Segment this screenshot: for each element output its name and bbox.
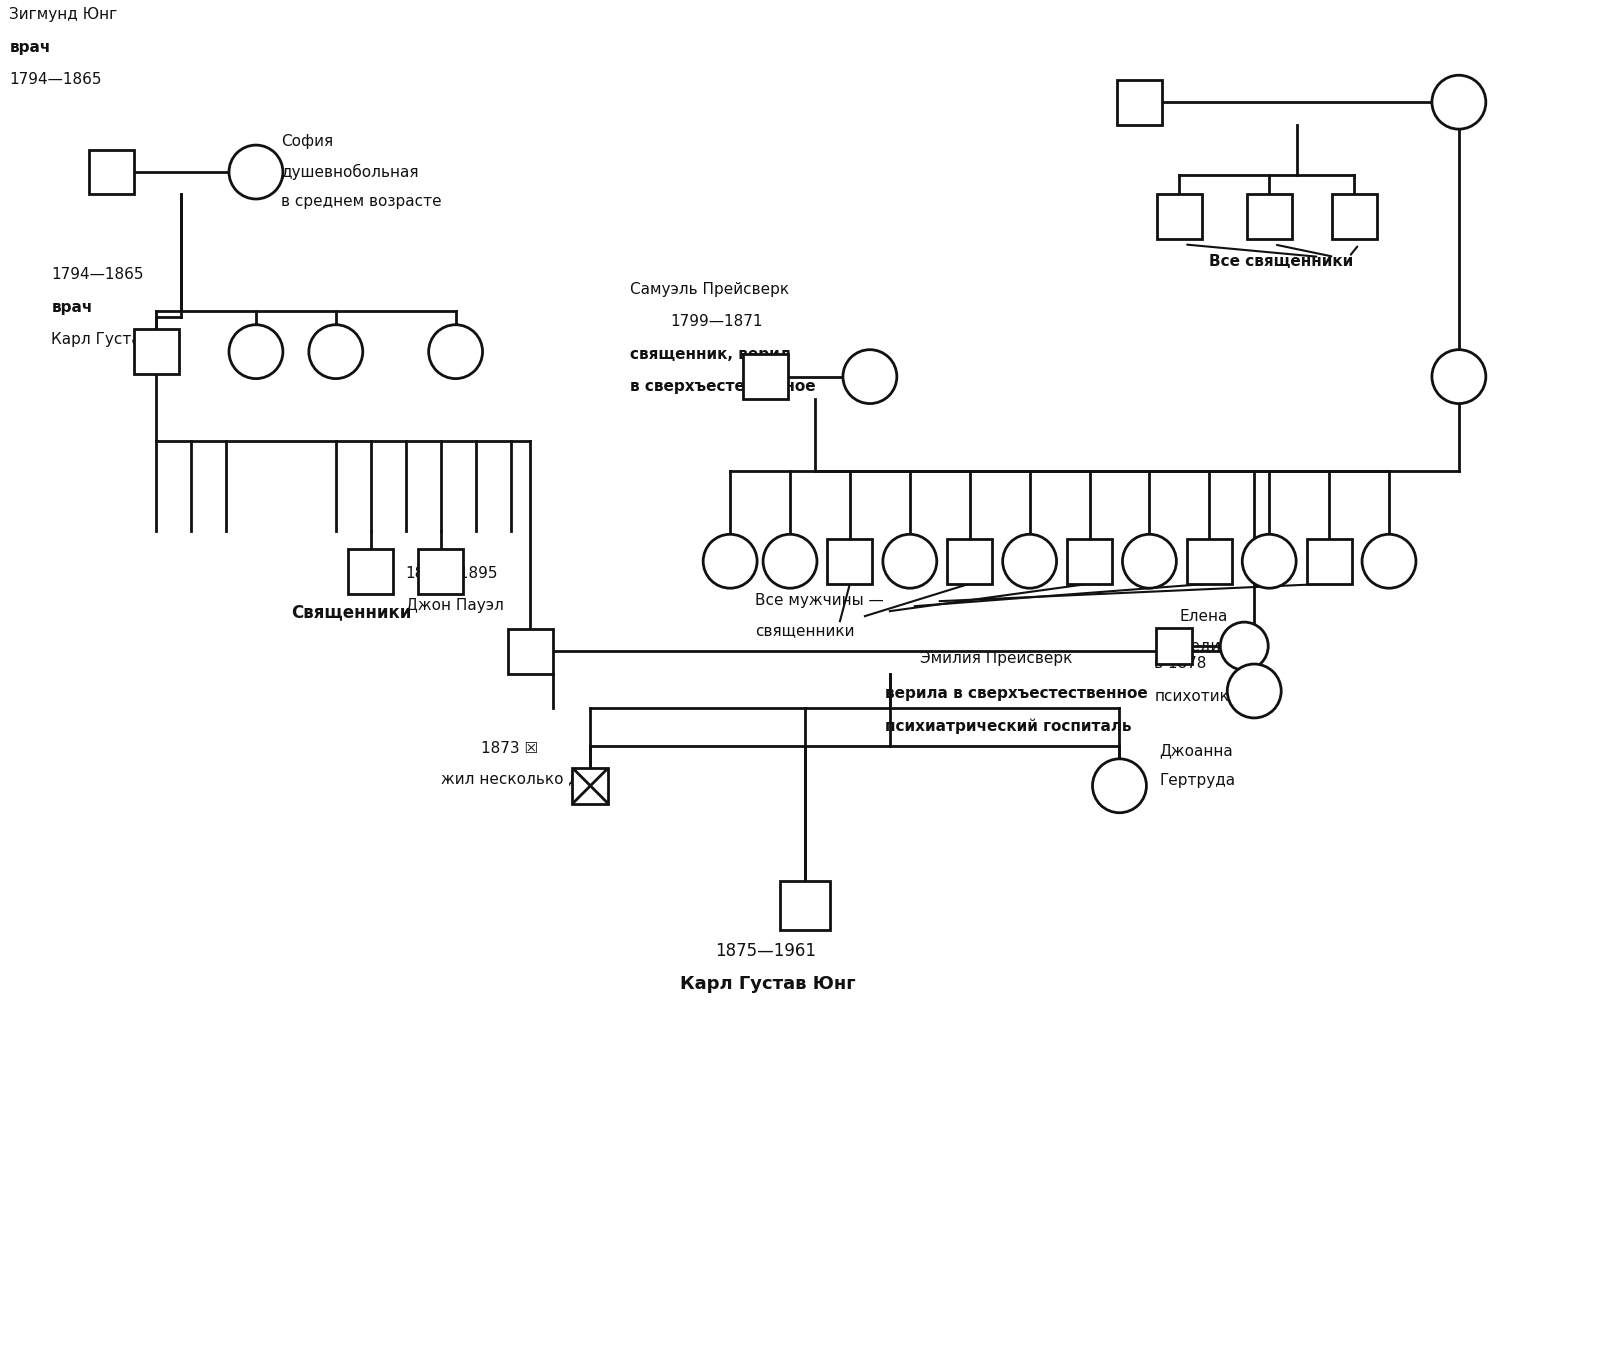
Text: Самуэль Прейсверк: Самуэль Прейсверк: [630, 282, 790, 297]
Text: Джоанна: Джоанна: [1159, 743, 1233, 758]
Text: Эмилия Прейсверк: Эмилия Прейсверк: [920, 651, 1071, 666]
Text: Зигмунд Юнг: Зигмунд Юнг: [10, 7, 118, 22]
Bar: [947, 539, 992, 584]
Bar: [743, 354, 787, 399]
Text: в 1878: в 1878: [1154, 656, 1207, 671]
Text: священники: священники: [755, 623, 855, 638]
Text: 1875—1961: 1875—1961: [716, 942, 816, 961]
Text: врач: врач: [52, 299, 92, 314]
Circle shape: [1362, 535, 1416, 588]
Text: Все священники: Все священники: [1209, 255, 1354, 269]
Circle shape: [1123, 535, 1176, 588]
Bar: [134, 329, 179, 374]
Text: Елена: Елена: [1180, 610, 1228, 625]
Bar: [1157, 629, 1193, 664]
Text: Гертруда: Гертруда: [1159, 773, 1236, 788]
Circle shape: [1220, 622, 1269, 670]
Bar: [572, 768, 608, 804]
Circle shape: [1432, 75, 1485, 129]
Text: в среднем возрасте: в среднем возрасте: [281, 195, 441, 210]
Circle shape: [703, 535, 756, 588]
Text: 1873 ☒: 1873 ☒: [480, 740, 538, 755]
Text: 1794—1865: 1794—1865: [52, 267, 144, 282]
Circle shape: [763, 535, 818, 588]
Text: жил несколько дней: жил несколько дней: [441, 770, 608, 785]
Circle shape: [229, 325, 283, 378]
Circle shape: [428, 325, 483, 378]
Text: София: София: [281, 135, 333, 150]
Circle shape: [844, 350, 897, 404]
Bar: [827, 539, 873, 584]
Text: Карл Густав: Карл Густав: [52, 332, 150, 347]
Bar: [89, 150, 134, 195]
Bar: [1186, 539, 1231, 584]
Text: Все мужчины —: Все мужчины —: [755, 593, 884, 608]
Text: Джон Пауэл: Джон Пауэл: [406, 599, 504, 614]
Text: врач: врач: [10, 41, 50, 56]
Text: 1843—1895: 1843—1895: [406, 566, 498, 581]
Bar: [1067, 539, 1112, 584]
Text: 1794—1865: 1794—1865: [10, 72, 102, 87]
Circle shape: [1227, 664, 1281, 717]
Bar: [1157, 195, 1202, 240]
Text: священник, верил: священник, верил: [630, 347, 792, 362]
Bar: [419, 548, 464, 593]
Text: верила в сверхъестественное: верила в сверхъестественное: [886, 686, 1147, 701]
Circle shape: [229, 146, 283, 199]
Bar: [507, 629, 553, 674]
Text: душевнобольная: душевнобольная: [281, 165, 419, 180]
Bar: [781, 881, 831, 931]
Bar: [1332, 195, 1377, 240]
Circle shape: [882, 535, 937, 588]
Circle shape: [309, 325, 362, 378]
Text: медиум: медиум: [1180, 640, 1241, 655]
Bar: [349, 548, 393, 593]
Bar: [1307, 539, 1351, 584]
Bar: [1117, 80, 1162, 125]
Text: Карл Густав Юнг: Карл Густав Юнг: [680, 976, 856, 994]
Circle shape: [1243, 535, 1296, 588]
Text: Священники: Священники: [291, 603, 410, 621]
Text: 1799—1871: 1799—1871: [671, 314, 763, 329]
Text: в сверхъестесвенное: в сверхъестесвенное: [630, 378, 816, 393]
Text: психотик?: психотик?: [1154, 689, 1238, 704]
Circle shape: [1092, 759, 1146, 813]
Text: психиатрический госпиталь: психиатрический госпиталь: [886, 719, 1131, 735]
Bar: [1248, 195, 1291, 240]
Circle shape: [1002, 535, 1057, 588]
Circle shape: [1432, 350, 1485, 404]
